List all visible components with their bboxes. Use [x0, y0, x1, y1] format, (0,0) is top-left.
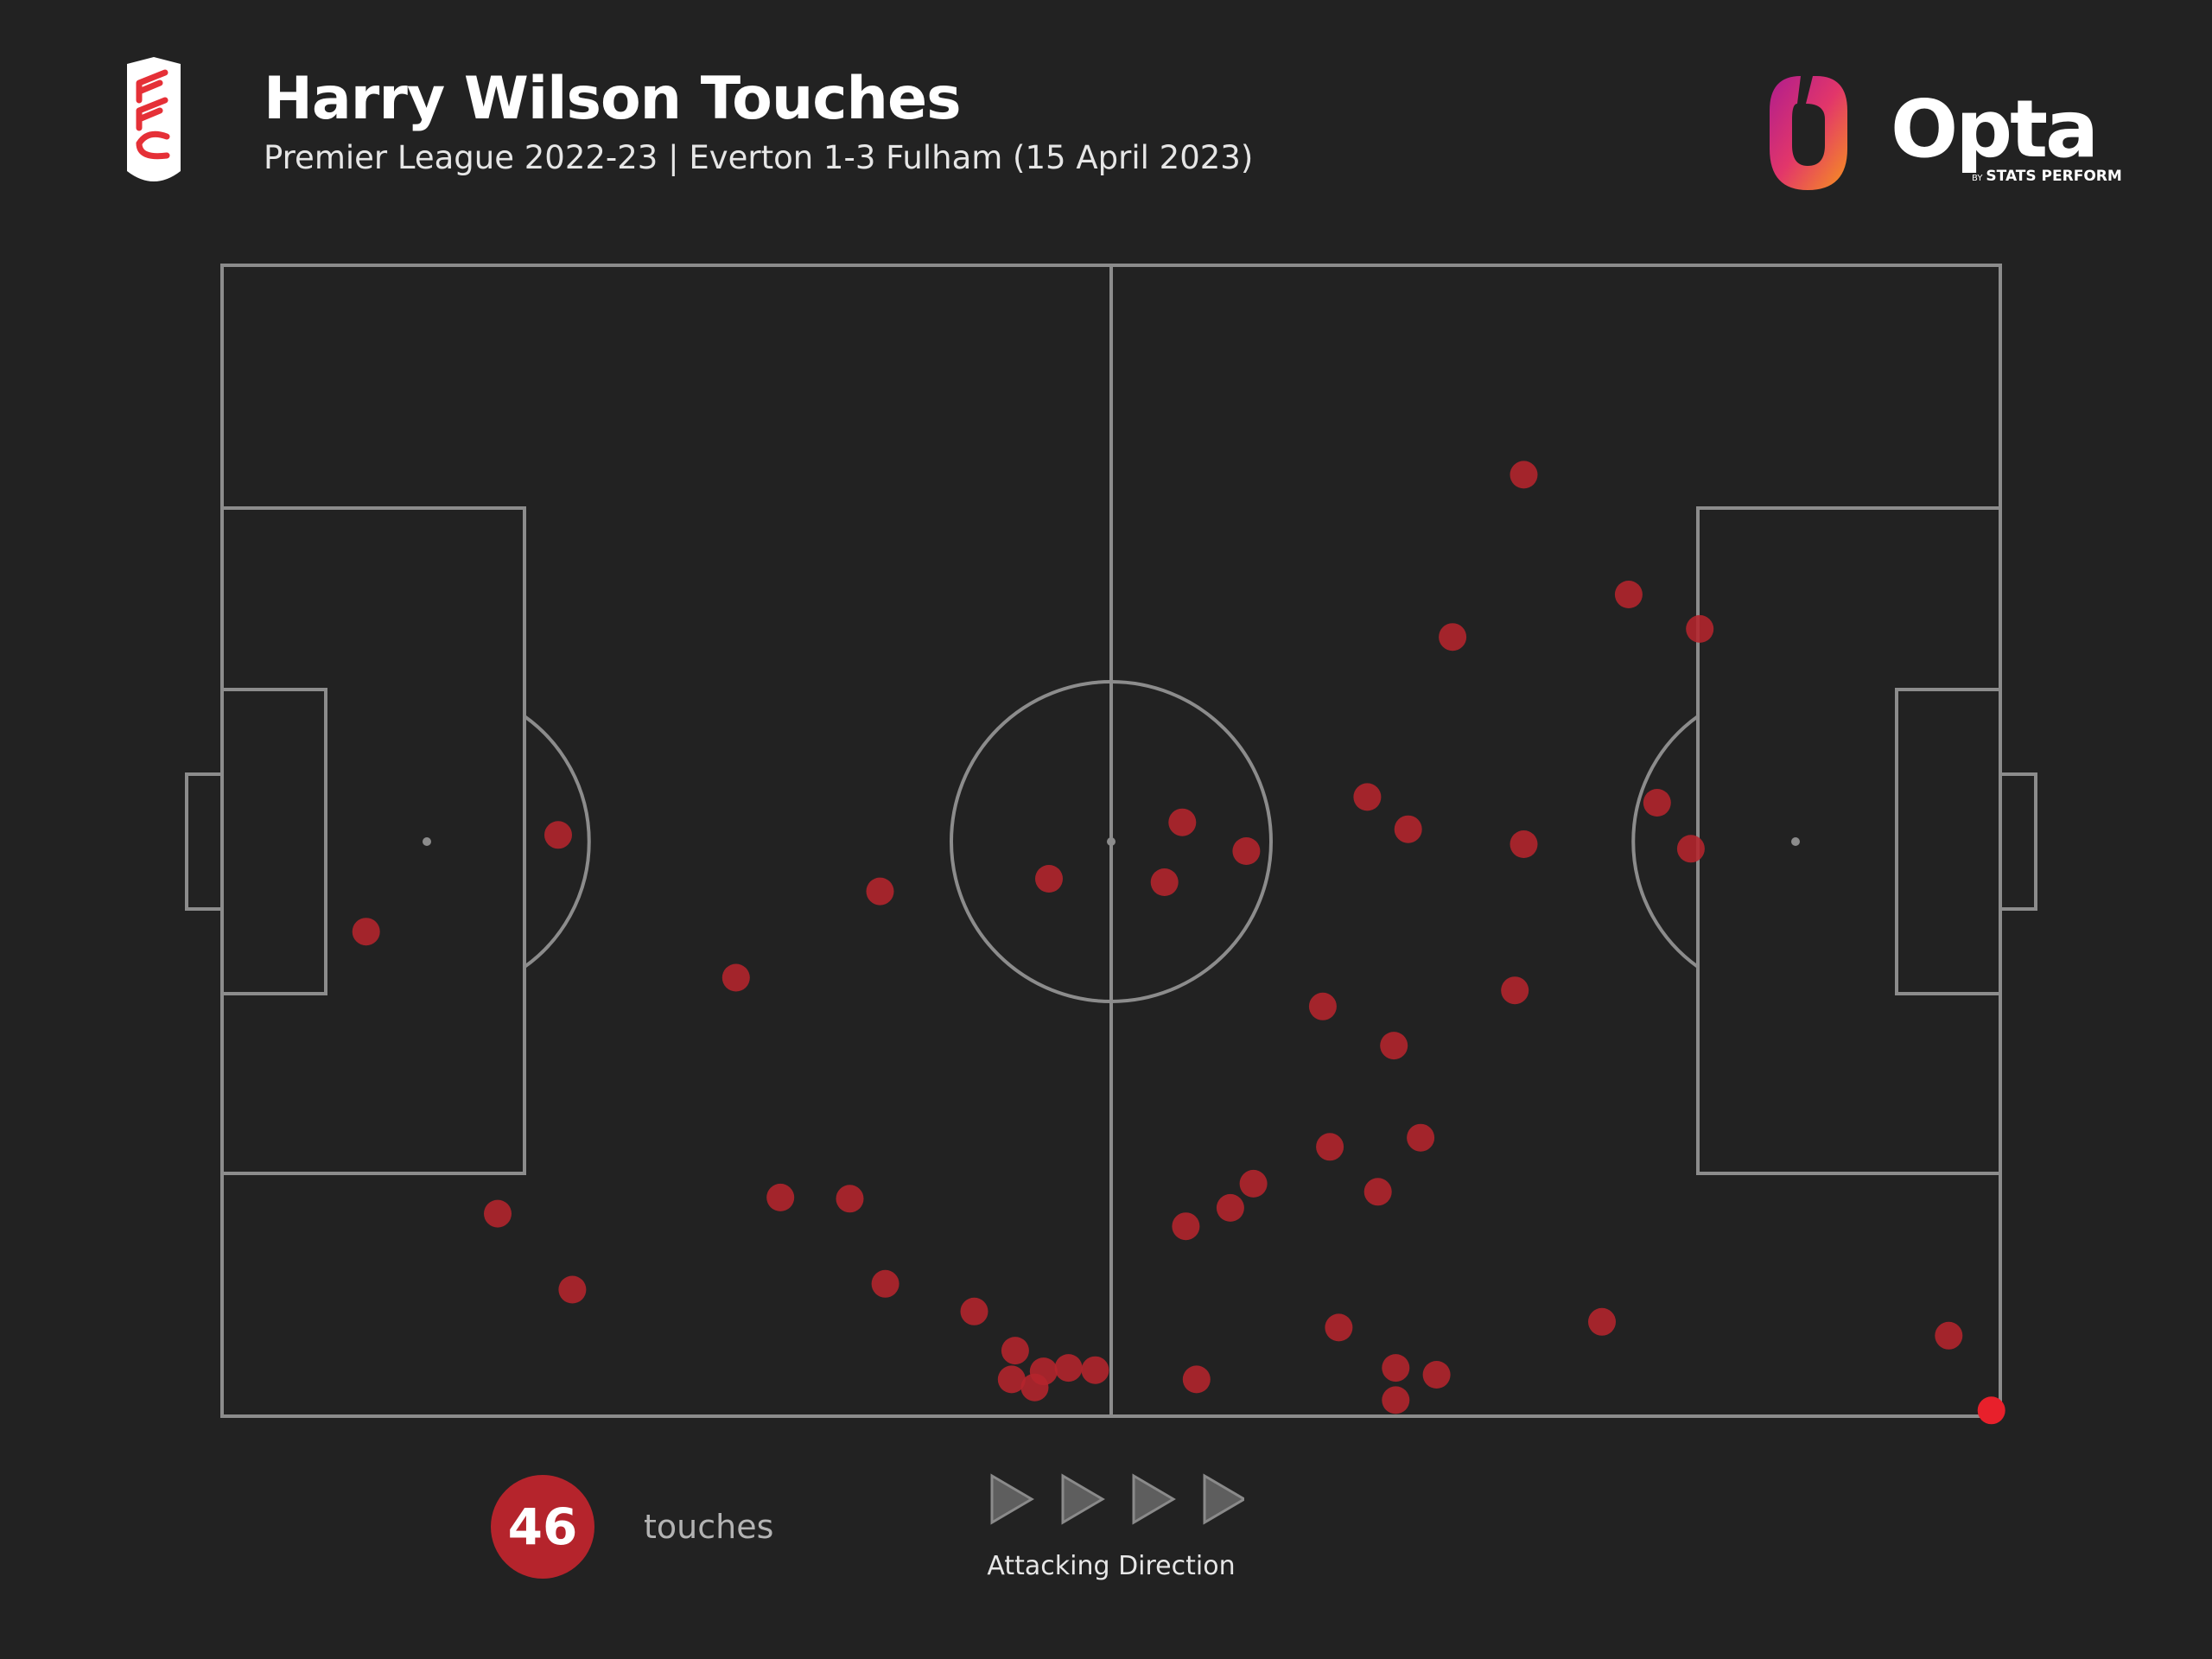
right-penalty-box	[1696, 506, 2002, 1175]
left-six-yard-box	[220, 688, 327, 995]
touch-point	[871, 1269, 899, 1298]
left-penalty-box	[220, 506, 526, 1175]
touch-point	[1216, 1193, 1244, 1222]
opta-tagline: BY STATS PERFORM	[1972, 168, 2122, 185]
opta-logo-icon	[1770, 76, 1847, 190]
match-subtitle: Premier League 2022-23 | Everton 1-3 Ful…	[264, 139, 1254, 176]
touch-point	[1054, 1354, 1083, 1382]
touch-point	[1020, 1373, 1049, 1402]
touch-point	[1686, 614, 1714, 643]
touch-point	[1150, 868, 1179, 896]
touch-point	[766, 1183, 795, 1211]
touch-point	[484, 1199, 512, 1228]
fulham-crest-icon	[127, 57, 181, 181]
touch-point	[1382, 1386, 1410, 1414]
touch-point	[1614, 581, 1643, 608]
touch-point	[1588, 1307, 1616, 1336]
attacking-direction-label: Attacking Direction	[987, 1551, 1236, 1581]
touch-point	[558, 1275, 587, 1304]
touch-point	[1676, 835, 1705, 863]
last-touch-point	[1977, 1396, 2005, 1425]
touch-point	[1439, 623, 1467, 652]
touch-point	[1232, 837, 1261, 865]
play-arrow-icon	[1132, 1473, 1176, 1525]
attacking-direction-arrows	[990, 1473, 1244, 1525]
left-penalty-spot	[423, 837, 431, 846]
touch-point	[1172, 1212, 1200, 1241]
touch-point	[352, 918, 380, 946]
centre-spot	[1107, 837, 1116, 846]
touch-point	[1168, 808, 1197, 836]
touch-point	[1035, 865, 1063, 893]
touch-point	[721, 963, 750, 992]
right-goal	[1999, 772, 2037, 911]
touch-point	[1510, 830, 1538, 858]
touch-point	[1081, 1356, 1109, 1384]
touch-point	[1325, 1313, 1353, 1342]
touch-point	[1382, 1354, 1410, 1382]
touch-point	[1510, 461, 1538, 489]
touch-count-badge: 46	[491, 1475, 594, 1579]
touch-point	[1001, 1337, 1029, 1365]
touch-point	[1422, 1361, 1451, 1389]
opta-wordmark: Opta	[1891, 83, 2099, 175]
touch-point	[1380, 1032, 1408, 1060]
touch-point	[1935, 1321, 1963, 1350]
play-arrow-icon	[1203, 1473, 1244, 1525]
touch-point	[1363, 1178, 1392, 1206]
play-arrow-icon	[1061, 1473, 1105, 1525]
touch-markers	[352, 461, 2005, 1425]
left-penalty-arc	[523, 715, 591, 969]
touch-point	[1643, 789, 1671, 817]
touch-point	[1308, 992, 1337, 1020]
page-title: Harry Wilson Touches	[264, 65, 962, 133]
right-six-yard-box	[1895, 688, 2002, 995]
touch-point	[997, 1365, 1026, 1394]
touch-point	[544, 821, 572, 849]
centre-circle	[950, 680, 1273, 1003]
touch-point	[1353, 783, 1382, 811]
touch-point	[1407, 1123, 1435, 1152]
touch-point	[1239, 1169, 1268, 1198]
touch-point	[836, 1185, 864, 1213]
touch-count-label: touches	[644, 1508, 774, 1546]
touch-point	[960, 1297, 988, 1325]
left-goal	[185, 772, 224, 911]
touch-point	[1316, 1133, 1344, 1161]
touch-point	[1182, 1365, 1211, 1394]
right-penalty-arc	[1631, 715, 1700, 969]
touch-point	[866, 877, 894, 906]
touch-point	[1501, 976, 1529, 1005]
play-arrow-icon	[990, 1473, 1034, 1525]
touch-point	[1394, 815, 1422, 843]
right-penalty-spot	[1791, 837, 1800, 846]
